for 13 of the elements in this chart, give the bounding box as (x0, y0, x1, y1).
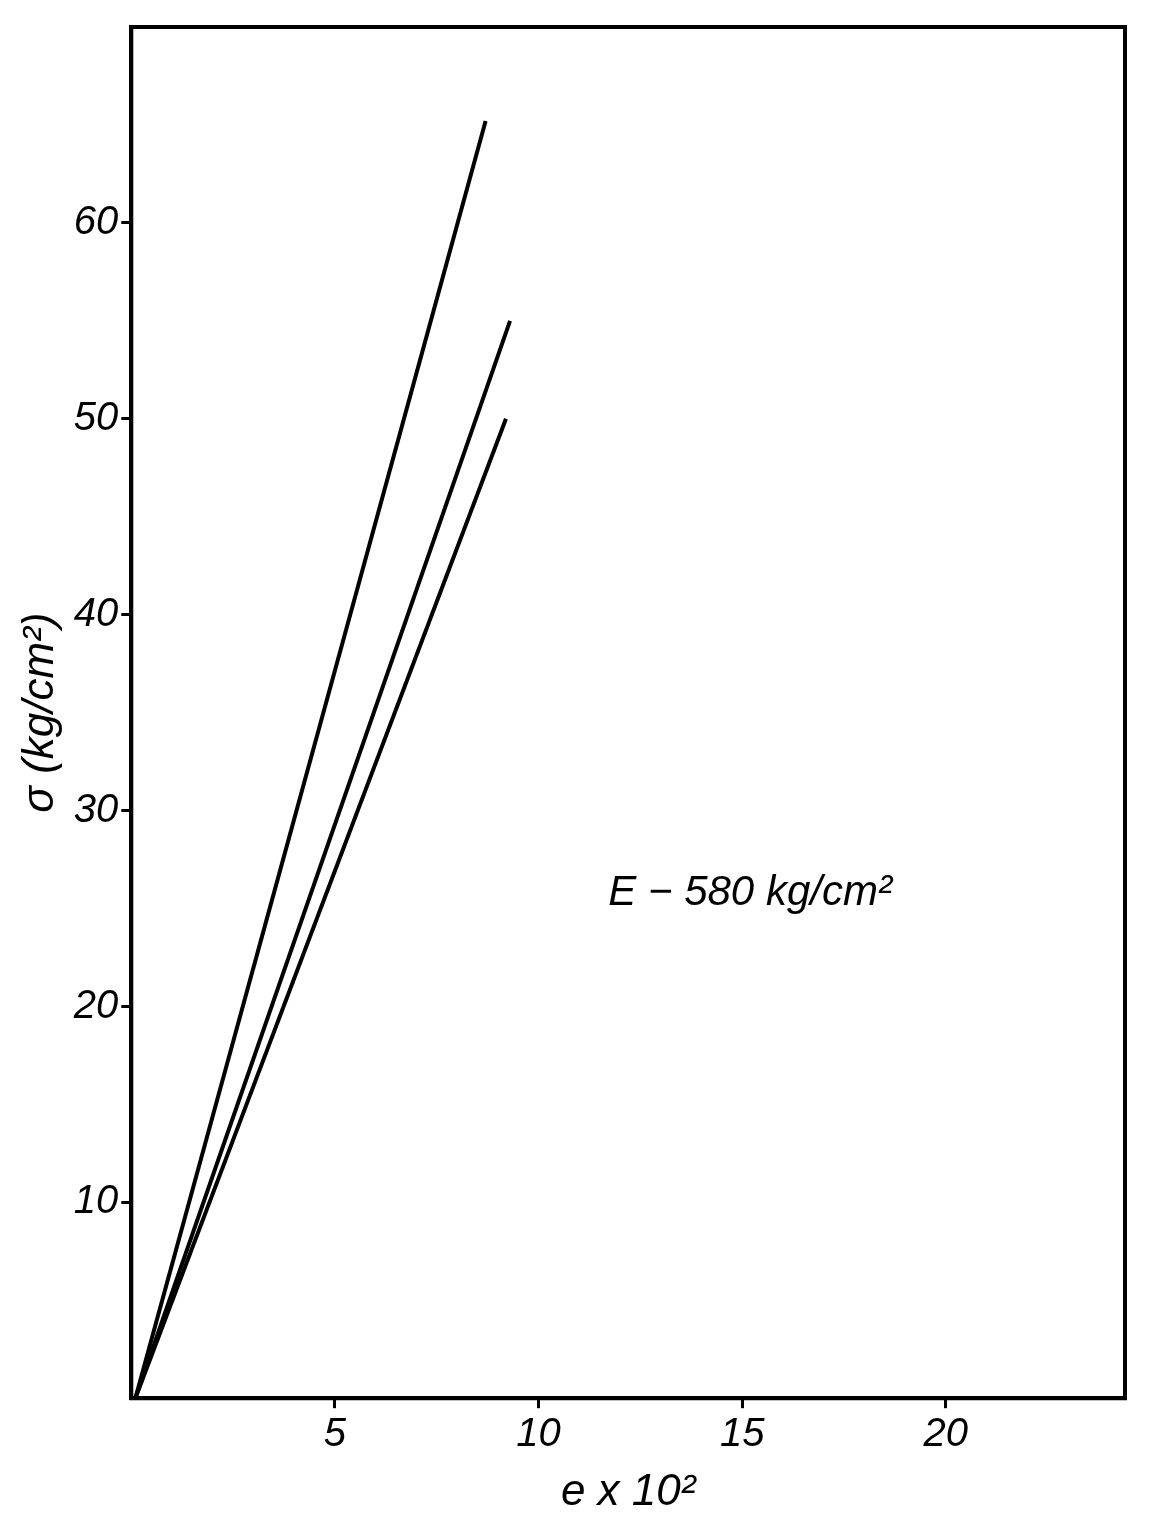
y-tick-label: 20 (72, 981, 119, 1026)
x-tick-label: 10 (516, 1410, 561, 1455)
annotation: E − 580 kg/cm² (608, 866, 894, 914)
y-tick-label: 10 (73, 1177, 119, 1222)
x-tick-label: 5 (323, 1410, 347, 1455)
y-tick-label: 40 (73, 589, 119, 634)
y-tick-label: 30 (73, 785, 119, 830)
y-tick-label: 50 (73, 393, 119, 438)
x-axis-title: e x 10² (560, 1464, 697, 1514)
y-tick-label: 60 (73, 198, 119, 243)
x-tick-label: 20 (922, 1410, 969, 1455)
y-axis-title: σ (kg/cm²) (12, 612, 62, 813)
x-tick-label: 15 (719, 1410, 766, 1455)
